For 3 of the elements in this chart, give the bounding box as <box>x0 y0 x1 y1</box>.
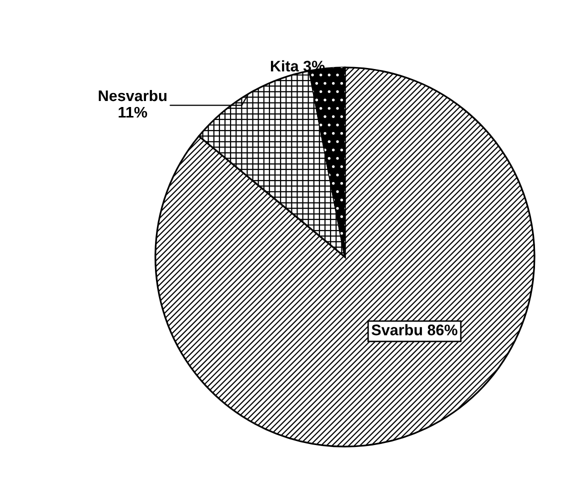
slice-label: Nesvarbu <box>98 90 166 102</box>
slice-label: Svarbu 86% <box>372 324 458 336</box>
data-label: 11% <box>118 106 148 118</box>
